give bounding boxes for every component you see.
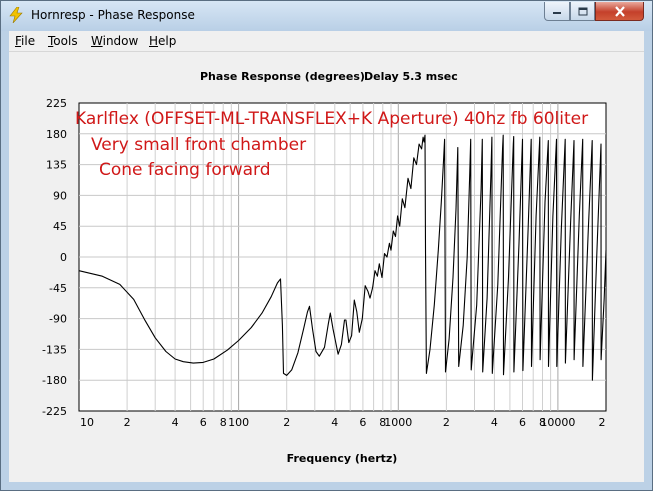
chart-area: Phase Response (degrees) Delay 5.3 msec … bbox=[9, 52, 644, 482]
menu-tools-rest: ools bbox=[53, 34, 78, 48]
x-tick-label: 6 bbox=[519, 416, 526, 429]
x-axis-label: Frequency (hertz) bbox=[287, 452, 398, 465]
x-tick-label: 2 bbox=[283, 416, 290, 429]
menu-window-rest: indow bbox=[102, 34, 139, 48]
y-axis-ticks: 225 180 135 90 45 0 -45 -90 -135 -180 -225 bbox=[42, 97, 67, 418]
menu-file-rest: ile bbox=[21, 34, 36, 48]
x-tick-label: 10000 bbox=[540, 416, 575, 429]
x-tick-label: 4 bbox=[172, 416, 179, 429]
menu-bar: File Tools Window Help bbox=[9, 31, 644, 52]
x-tick-label: 8 bbox=[220, 416, 227, 429]
x-tick-label: 100 bbox=[228, 416, 249, 429]
x-tick-label: 10 bbox=[80, 416, 94, 429]
y-tick-label: 90 bbox=[53, 189, 67, 202]
maximize-button[interactable] bbox=[570, 2, 595, 21]
y-tick-label: -180 bbox=[42, 374, 67, 387]
x-tick-label: 2 bbox=[599, 416, 606, 429]
x-tick-label: 2 bbox=[124, 416, 131, 429]
series-line bbox=[78, 134, 607, 381]
x-tick-label: 6 bbox=[359, 416, 366, 429]
y-tick-label: 135 bbox=[46, 159, 67, 172]
minimize-button[interactable] bbox=[544, 2, 570, 21]
minimize-icon bbox=[553, 12, 561, 14]
close-button[interactable] bbox=[595, 2, 644, 21]
y-tick-label: 225 bbox=[46, 97, 67, 110]
y-tick-label: -90 bbox=[49, 313, 67, 326]
menu-window-accel: W bbox=[91, 34, 103, 48]
grid-lines bbox=[79, 103, 606, 411]
y-tick-label: -45 bbox=[49, 282, 67, 295]
title-bar[interactable]: Hornresp - Phase Response bbox=[1, 1, 652, 31]
lightning-bolt-icon bbox=[9, 7, 23, 23]
close-icon bbox=[614, 5, 625, 17]
x-tick-label: 2 bbox=[443, 416, 450, 429]
y-tick-label: 45 bbox=[53, 220, 67, 233]
maximize-icon bbox=[578, 7, 587, 15]
menu-tools[interactable]: Tools bbox=[48, 34, 78, 48]
menu-help-accel: H bbox=[149, 34, 159, 48]
annotation-line-3: Cone facing forward bbox=[99, 160, 271, 180]
y-tick-label: -225 bbox=[42, 405, 67, 418]
menu-help-rest: elp bbox=[158, 34, 177, 48]
x-tick-label: 6 bbox=[200, 416, 207, 429]
menu-window[interactable]: Window bbox=[91, 34, 138, 48]
y-tick-label: 0 bbox=[60, 251, 67, 264]
x-tick-label: 8 bbox=[379, 416, 386, 429]
x-tick-label: 4 bbox=[491, 416, 498, 429]
x-tick-label: 1000 bbox=[384, 416, 412, 429]
annotation-line-2: Very small front chamber bbox=[91, 135, 306, 155]
x-tick-label: 4 bbox=[331, 416, 338, 429]
menu-help[interactable]: Help bbox=[149, 34, 176, 48]
y-tick-label: 180 bbox=[46, 128, 67, 141]
y-tick-label: -135 bbox=[42, 343, 67, 356]
phase-response-chart: Phase Response (degrees) Delay 5.3 msec … bbox=[42, 70, 607, 465]
chart-title: Phase Response (degrees) bbox=[200, 70, 365, 83]
chart-subtitle: Delay 5.3 msec bbox=[364, 70, 458, 83]
x-tick-label: 8 bbox=[539, 416, 546, 429]
annotation-line-1: Karlflex (OFFSET-ML-TRANSFLEX+K Aperture… bbox=[75, 109, 588, 129]
menu-tools-accel: T bbox=[48, 34, 54, 48]
menu-file-accel: F bbox=[15, 34, 22, 48]
menu-file[interactable]: File bbox=[15, 34, 35, 48]
window-title: Hornresp - Phase Response bbox=[31, 8, 195, 22]
